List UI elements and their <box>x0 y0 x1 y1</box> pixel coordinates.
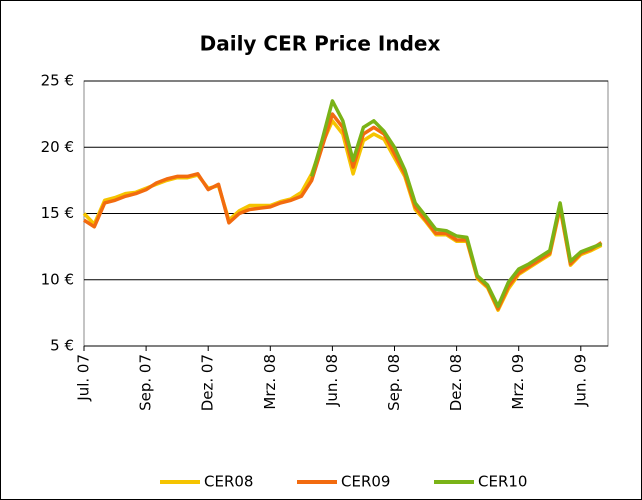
y-tick-label: 10 € <box>41 270 74 288</box>
x-tick-label: Jun. 08 <box>323 354 341 407</box>
x-tick-label: Mrz. 09 <box>509 354 527 410</box>
y-tick-label: 25 € <box>41 72 74 90</box>
x-tick-label: Dez. 08 <box>447 354 465 411</box>
legend-label: CER10 <box>478 473 527 491</box>
x-tick-label: Jul. 07 <box>75 354 93 402</box>
x-tick-label: Mrz. 08 <box>261 354 279 410</box>
legend-label: CER08 <box>204 473 253 491</box>
x-tick-label: Sep. 07 <box>137 354 155 411</box>
series-line <box>310 99 603 309</box>
x-tick-label: Sep. 08 <box>385 354 403 411</box>
y-tick-label: 20 € <box>41 138 74 156</box>
x-tick-label: Dez. 07 <box>199 354 217 411</box>
y-tick-label: 5 € <box>50 337 74 355</box>
y-tick-label: 15 € <box>41 204 74 222</box>
legend-label: CER09 <box>341 473 390 491</box>
chart-title: Daily CER Price Index <box>200 32 441 56</box>
x-tick-label: Jun. 09 <box>571 354 589 407</box>
